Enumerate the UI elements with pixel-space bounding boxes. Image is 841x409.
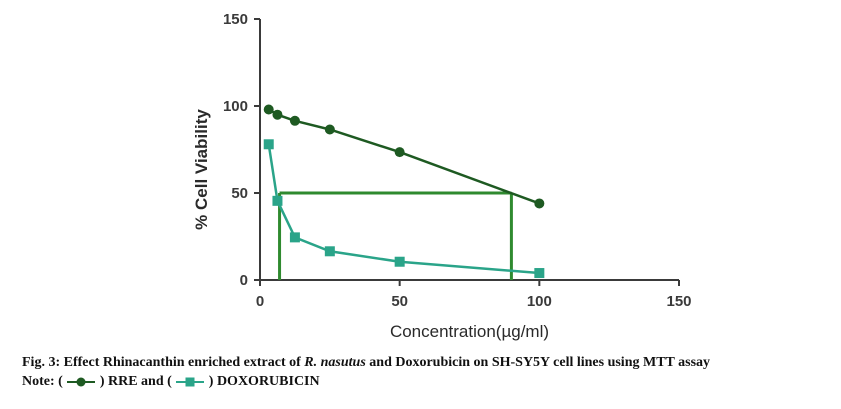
x-tick-label: 150 — [666, 293, 691, 310]
axes: 0 50 100 150 0 50 100 150 — [223, 11, 692, 310]
y-tick-label: 0 — [240, 272, 248, 289]
data-point-rre — [534, 198, 545, 209]
data-point-doxorubicin — [289, 232, 300, 243]
data-point-doxorubicin — [394, 256, 405, 267]
x-tick-label: 0 — [256, 293, 264, 310]
caption-species: R. nasutus — [304, 355, 366, 370]
series-layer — [263, 104, 545, 279]
data-point-rre — [289, 115, 300, 126]
data-point-rre — [263, 104, 274, 115]
series-doxorubicin — [263, 139, 545, 279]
y-tick-label: 100 — [223, 98, 248, 115]
x-tick-label: 100 — [527, 293, 552, 310]
axis-labels: Concentration(µg/ml) % Cell Viability — [192, 109, 549, 341]
x-axis-title: Concentration(µg/ml) — [390, 322, 549, 341]
data-point-doxorubicin — [263, 139, 274, 150]
figure-caption: Fig. 3: Effect Rhinacanthin enriched ext… — [22, 355, 832, 371]
y-tick-label: 50 — [231, 185, 248, 202]
y-axis-title: % Cell Viability — [192, 109, 211, 230]
y-tick-label: 150 — [223, 11, 248, 28]
x-tick-label: 50 — [391, 293, 408, 310]
data-point-doxorubicin — [324, 246, 335, 257]
note-doxorubicin-label: ) DOXORUBICIN — [205, 374, 320, 389]
data-point-rre — [394, 147, 405, 158]
note-rre-label: ) RRE and ( — [96, 374, 176, 389]
series-line-rre — [268, 108, 540, 205]
cell-viability-chart: 0 50 100 150 0 50 100 150 Concentration(µg/ml) … — [192, 11, 692, 341]
series-line-doxorubicin — [267, 144, 540, 275]
series-rre — [263, 104, 545, 209]
data-point-doxorubicin — [534, 268, 545, 279]
data-point-rre — [324, 124, 335, 135]
rre-legend-icon — [67, 377, 96, 387]
data-point-rre — [272, 109, 283, 120]
data-point-doxorubicin — [272, 195, 283, 206]
caption-text-end: and Doxorubicin on SH-SY5Y cell lines us… — [365, 355, 711, 370]
note-start: Note: ( — [22, 374, 67, 389]
caption-text-start: Fig. 3: Effect Rhinacanthin enriched ext… — [22, 355, 305, 370]
figure-note: Note: ( ) RRE and ( ) DOXORUBICIN — [22, 374, 832, 390]
doxorubicin-legend-icon — [176, 377, 205, 387]
